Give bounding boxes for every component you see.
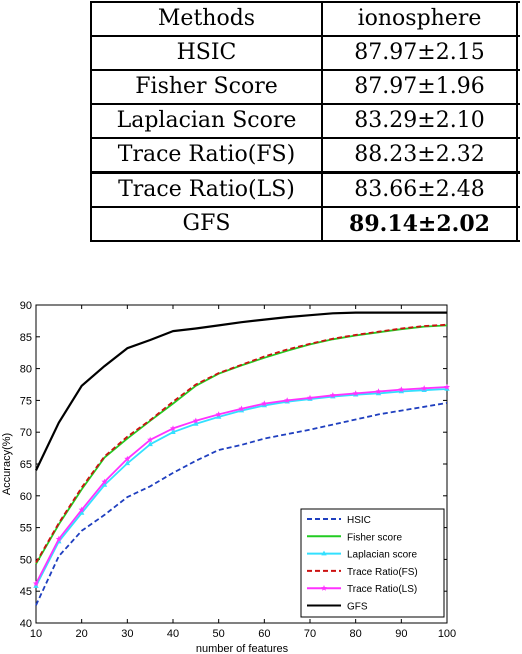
value-cell: 88.23±2.32 [321, 137, 518, 174]
legend-label: Trace Ratio(FS) [347, 567, 418, 578]
x-tick-label: 30 [121, 628, 133, 640]
data-point [284, 397, 291, 403]
legend-label: Trace Ratio(LS) [347, 584, 417, 595]
y-tick-label: 45 [20, 586, 32, 598]
value-cell: 87.97±1.96 [321, 69, 518, 105]
header-dataset: ionosphere [321, 1, 518, 37]
legend-label: Fisher score [347, 532, 402, 543]
table-row: Laplacian Score 83.29±2.10 [90, 103, 520, 139]
value-cell: 83.29±2.10 [321, 103, 518, 139]
y-tick-label: 50 [20, 554, 32, 566]
data-point [261, 400, 268, 407]
y-tick-label: 80 [20, 364, 32, 376]
data-point [147, 436, 154, 443]
y-tick-label: 70 [20, 427, 32, 439]
data-point [215, 411, 222, 417]
y-tick-label: 55 [20, 523, 32, 535]
x-tick-label: 10 [30, 628, 42, 640]
data-point [192, 417, 199, 424]
legend-box [300, 508, 445, 618]
series-lines [33, 311, 450, 606]
data-point [307, 394, 313, 401]
data-point [33, 583, 39, 588]
data-point [352, 390, 359, 396]
method-cell: GFS [90, 206, 323, 242]
x-tick-label: 70 [304, 628, 316, 640]
data-point [124, 455, 131, 462]
data-point [55, 535, 62, 542]
value-cell: 87.97±2.15 [321, 35, 518, 71]
y-tick-label: 65 [20, 459, 32, 471]
table-row: Fisher Score 87.97±1.96 [90, 69, 520, 105]
x-tick-label: 80 [350, 628, 362, 640]
data-point [170, 429, 176, 434]
data-point [329, 392, 336, 398]
x-tick-label: 40 [167, 628, 179, 640]
data-point [398, 386, 405, 393]
legend: HSIC Fisher score Laplacian score Trace Rat… [300, 508, 445, 618]
results-table: Methods ionosphere HSIC 87.97±2.15 Fishe… [90, 1, 520, 242]
series-line-0 [35, 402, 448, 606]
y-tick-label: 60 [20, 491, 32, 503]
legend-marker [321, 585, 327, 591]
series-line-3 [35, 323, 448, 564]
legend-label: Laplacian score [347, 550, 417, 561]
data-point [101, 481, 108, 487]
y-tick-label: 40 [20, 618, 32, 630]
data-point [124, 460, 131, 466]
method-cell: Laplacian Score [90, 103, 323, 139]
y-tick-label: 75 [20, 395, 32, 407]
header-methods: Methods [90, 1, 323, 37]
data-point [33, 580, 39, 587]
x-axis-label: number of features [196, 643, 289, 654]
legend-label: GFS [347, 602, 368, 613]
x-tick-label: 90 [395, 628, 407, 640]
y-axis-label: Accuracy(%) [1, 433, 13, 495]
y-tick-label: 85 [20, 332, 32, 344]
data-point [215, 413, 222, 419]
table-header-row: Methods ionosphere [90, 1, 520, 37]
data-point [375, 388, 382, 395]
data-point [193, 420, 199, 426]
table-row: HSIC 87.97±2.15 [90, 35, 520, 71]
best-value-cell: 89.14±2.02 [321, 206, 518, 242]
axes: 10 20 30 40 50 60 70 80 90 100 40 45 50 55 60 65 70 75 80 8… [20, 300, 456, 640]
y-tick-label: 90 [20, 300, 32, 312]
legend-label: HSIC [347, 515, 371, 526]
method-cell: Trace Ratio(FS) [90, 137, 323, 174]
table-row: Trace Ratio(FS) 88.23±2.32 [90, 137, 520, 174]
data-point [170, 425, 176, 431]
data-point [421, 385, 428, 391]
method-cell: Trace Ratio(LS) [90, 171, 323, 208]
data-point [101, 478, 108, 485]
data-point [78, 506, 85, 513]
data-point [147, 441, 153, 447]
data-point [238, 405, 245, 412]
data-point [444, 383, 450, 390]
method-cell: HSIC [90, 35, 323, 71]
x-tick-label: 20 [76, 628, 88, 640]
value-cell: 83.66±2.48 [321, 171, 518, 208]
table-row: GFS 89.14±2.02 [90, 206, 520, 242]
method-cell: Fisher Score [90, 69, 323, 105]
accuracy-line-chart: 10 20 30 40 50 60 70 80 90 100 40 45 50 55 60 65 70 75 80 8… [1, 300, 456, 654]
table-row: Trace Ratio(LS) 83.66±2.48 [90, 171, 520, 208]
x-tick-label: 50 [213, 628, 225, 640]
data-point [78, 509, 85, 515]
x-tick-label: 100 [438, 628, 456, 640]
series-line-5 [35, 311, 447, 471]
x-tick-label: 60 [258, 628, 270, 640]
legend-marker [321, 550, 327, 556]
